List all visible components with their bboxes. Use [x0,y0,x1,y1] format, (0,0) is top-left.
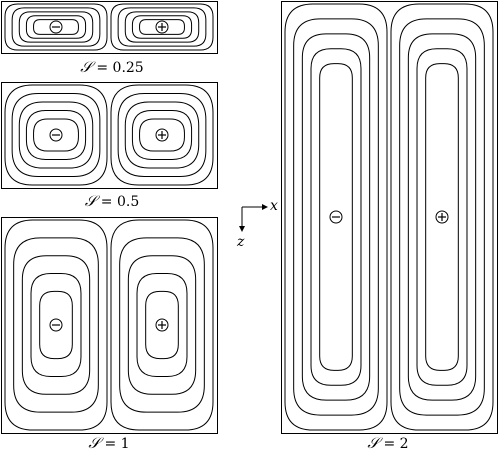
streamline-contour [4,219,108,431]
minus-sign-icon [49,318,63,332]
x-axis-label: x [270,198,278,214]
streamline-contour [119,237,205,413]
streamline-contour [319,63,353,371]
streamline-contour [136,273,188,377]
streamline-contour [131,15,193,39]
streamline-contour [18,101,94,169]
minus-sign-icon [49,128,63,142]
plus-sign-icon [155,318,169,332]
streamline-contour [139,19,185,35]
streamline-contour [4,84,108,186]
panel-s-0-25 [1,1,218,54]
streamline-contour [21,255,91,395]
streamline-contour [110,219,214,431]
x-axis-arrowhead [262,204,268,210]
panel-frame [1,1,218,54]
streamline-contour [301,33,371,401]
streamline-contour [131,110,193,160]
plus-sign-icon [435,210,449,224]
streamline-contour [4,3,108,51]
z-axis-label: z [236,234,245,250]
panel-s-0-5 [1,82,218,189]
streamline-contour [310,48,362,386]
streamline-contour [284,3,388,431]
streamline-contour [293,18,379,416]
streamline-contour [124,101,200,169]
streamline-contour [416,48,468,386]
streamline-contour [18,11,94,43]
caption-s-2: 𝒮 = 2 [367,434,408,452]
streamline-contour [399,18,485,416]
panel-s-2 [281,1,498,434]
streamline-contour [117,93,207,177]
caption-s-0-5: 𝒮 = 0.5 [85,192,140,210]
panel-frame [1,217,218,434]
streamline-contour [117,7,207,47]
streamline-contour [145,290,179,360]
streamline-contour [11,93,101,177]
streamline-contour [110,3,214,51]
streamline-contour [33,19,79,35]
streamline-contour [124,11,200,43]
panel-s-1 [1,217,218,434]
streamline-contour [11,7,101,47]
axis-indicator: x z [236,198,278,250]
streamline-contour [30,273,82,377]
streamline-contour [127,255,197,395]
plus-sign-icon [155,20,169,34]
caption-s-0-25: 𝒮 = 0.25 [80,58,143,76]
z-axis-arrowhead [239,226,245,232]
minus-sign-icon [49,20,63,34]
streamline-contour [33,118,79,152]
streamline-contour [425,63,459,371]
streamline-contour [13,237,99,413]
streamline-contour [390,3,494,431]
streamline-contour [110,84,214,186]
streamline-contour [25,110,87,160]
caption-s-1: 𝒮 = 1 [88,434,129,452]
streamline-contour [39,290,73,360]
panel-frame [1,82,218,189]
streamline-contour [139,118,185,152]
panel-frame [281,1,498,434]
plus-sign-icon [155,128,169,142]
streamline-contour [25,15,87,39]
minus-sign-icon [329,210,343,224]
streamline-contour [407,33,477,401]
